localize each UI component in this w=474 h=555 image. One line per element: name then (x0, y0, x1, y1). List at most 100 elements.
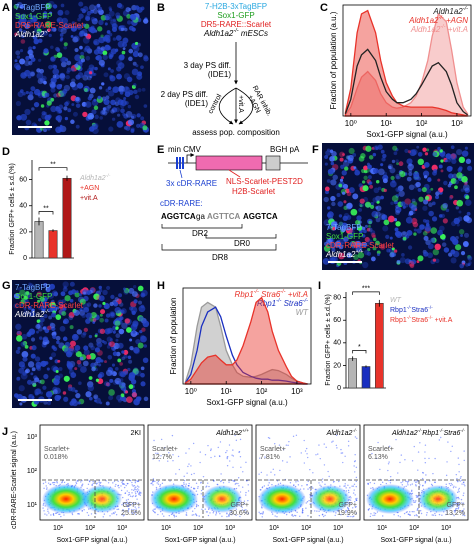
nucleus (432, 258, 437, 262)
nucleus (108, 395, 114, 401)
legend-entry-part: Rbp1 (235, 290, 254, 299)
nucleus (81, 313, 87, 318)
event (136, 491, 139, 493)
nucleus (346, 191, 352, 197)
event (268, 437, 271, 439)
nucleus (38, 118, 42, 122)
nucleus (120, 99, 127, 107)
nucleus (22, 371, 27, 376)
nucleus (86, 302, 92, 307)
nucleus (98, 288, 103, 293)
event (130, 511, 133, 514)
significance-label: *** (362, 286, 370, 293)
event (228, 514, 230, 516)
plot-frame (182, 287, 312, 385)
nucleus (75, 103, 81, 108)
branch-label: +vit.A (237, 95, 244, 113)
nucleus (63, 396, 69, 402)
nucleus (68, 315, 74, 321)
event (121, 513, 123, 516)
nucleus (51, 352, 57, 358)
nucleus (16, 394, 23, 401)
event (127, 510, 130, 512)
event (460, 475, 462, 478)
nucleus (109, 8, 113, 12)
nucleus (30, 353, 36, 359)
nucleus (119, 362, 123, 366)
nucleus (108, 10, 115, 17)
nucleus (123, 97, 127, 101)
nucleus (387, 215, 395, 223)
nucleus (368, 227, 373, 232)
nucleus (51, 345, 55, 349)
event (422, 484, 424, 487)
nucleus (32, 46, 36, 50)
nucleus (432, 248, 439, 256)
event (464, 485, 466, 487)
nucleus (32, 382, 37, 387)
nucleus (98, 295, 105, 302)
event (459, 477, 462, 479)
event (462, 514, 464, 516)
nucleus (100, 34, 104, 38)
nucleus (88, 334, 93, 339)
nucleus (127, 355, 132, 360)
event (52, 481, 55, 484)
event (191, 510, 194, 512)
nucleus (445, 208, 450, 213)
event (422, 472, 424, 474)
nucleus (54, 359, 59, 364)
event (278, 444, 281, 446)
event (438, 439, 441, 441)
nucleus (42, 14, 47, 19)
nucleus (424, 224, 432, 232)
significance-bracket (352, 291, 380, 295)
event (370, 487, 372, 490)
event (450, 482, 452, 485)
event (188, 448, 190, 450)
event (323, 443, 325, 445)
event (71, 513, 74, 516)
event (220, 480, 223, 482)
nucleus (136, 42, 141, 47)
nucleus (455, 236, 459, 240)
plot-frame (342, 4, 472, 117)
panel-title-part: Aldh1a2 (326, 430, 353, 437)
nucleus (355, 219, 361, 226)
nucleus (422, 147, 427, 152)
nucleus (128, 384, 134, 390)
nucleus (91, 366, 96, 372)
event (247, 490, 250, 492)
leader (179, 169, 183, 179)
event (424, 482, 426, 484)
nucleus (99, 375, 103, 379)
event (369, 515, 372, 518)
nucleus (16, 330, 21, 335)
nucleus (120, 309, 125, 314)
nucleus (109, 338, 113, 342)
event (456, 503, 459, 506)
event (220, 473, 222, 475)
nucleus (79, 356, 84, 361)
nucleus (460, 251, 466, 256)
nucleus (52, 389, 58, 395)
nucleus (344, 166, 349, 171)
nucleus (85, 14, 91, 20)
legend-entry: Rbp1-/- Stra6-/- +vit.A (235, 289, 308, 299)
nucleus (99, 328, 106, 334)
event (237, 477, 240, 479)
nucleus (422, 218, 427, 223)
nucleus (331, 248, 336, 253)
nucleus (75, 393, 81, 399)
nucleus (68, 311, 75, 318)
nucleus (395, 187, 400, 192)
nucleus (327, 225, 331, 229)
nucleus (98, 304, 102, 308)
genotype-label-part: -/- (44, 309, 49, 315)
nucleus (78, 13, 84, 19)
nucleus (89, 87, 96, 94)
nucleus (112, 351, 118, 357)
event (169, 480, 171, 482)
nucleus (137, 300, 143, 305)
nucleus (92, 8, 99, 14)
